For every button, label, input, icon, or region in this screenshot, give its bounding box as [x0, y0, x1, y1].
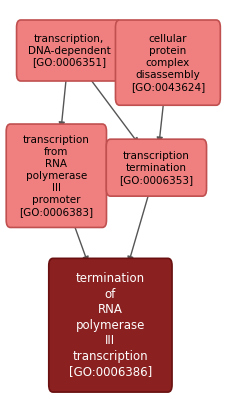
Text: cellular
protein
complex
disassembly
[GO:0043624]: cellular protein complex disassembly [GO…: [130, 34, 204, 92]
FancyBboxPatch shape: [115, 20, 219, 105]
Text: termination
of
RNA
polymerase
III
transcription
[GO:0006386]: termination of RNA polymerase III transc…: [68, 272, 151, 378]
Text: transcription
from
RNA
polymerase
III
promoter
[GO:0006383]: transcription from RNA polymerase III pr…: [19, 135, 93, 217]
FancyBboxPatch shape: [106, 139, 206, 196]
FancyBboxPatch shape: [6, 124, 106, 227]
Text: transcription
termination
[GO:0006353]: transcription termination [GO:0006353]: [119, 151, 193, 185]
Text: transcription,
DNA-dependent
[GO:0006351]: transcription, DNA-dependent [GO:0006351…: [27, 34, 110, 67]
FancyBboxPatch shape: [16, 20, 121, 81]
FancyBboxPatch shape: [49, 259, 171, 392]
